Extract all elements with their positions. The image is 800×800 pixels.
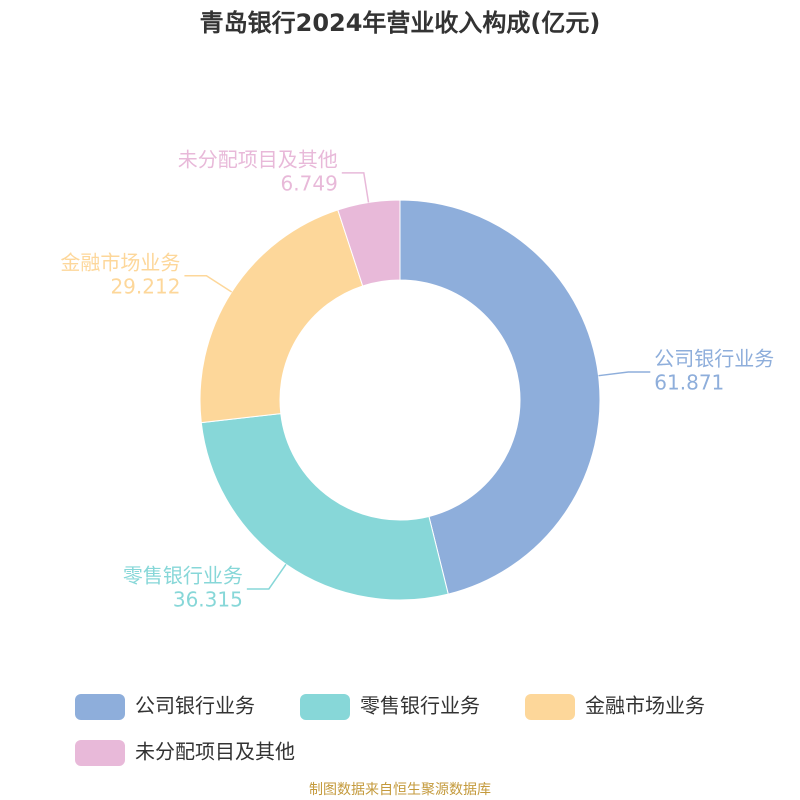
source-note: 制图数据来自恒生聚源数据库	[309, 782, 491, 798]
slice-label: 金融市场业务	[60, 250, 180, 274]
legend-label: 公司银行业务	[135, 694, 255, 718]
donut-slice	[200, 413, 449, 601]
legend-swatch	[300, 694, 350, 720]
leader-line	[341, 172, 370, 203]
slice-label: 未分配项目及其他	[178, 147, 338, 171]
slice-value: 61.871	[654, 371, 724, 395]
legend-label: 未分配项目及其他	[135, 740, 295, 764]
slice-value: 29.212	[110, 274, 180, 298]
legend-swatch	[75, 694, 125, 720]
donut-slice	[399, 199, 601, 595]
donut-slice	[199, 209, 364, 424]
chart-title: 青岛银行2024年营业收入构成(亿元)	[200, 9, 601, 37]
leader-line	[246, 563, 287, 590]
leader-line	[184, 275, 233, 293]
slice-value: 6.749	[281, 171, 338, 195]
leader-line	[598, 371, 651, 377]
slice-value: 36.315	[173, 587, 243, 611]
legend-swatch	[525, 694, 575, 720]
legend-label: 零售银行业务	[360, 694, 480, 718]
donut-slice	[337, 199, 401, 287]
legend-label: 金融市场业务	[585, 694, 705, 718]
slice-label: 公司银行业务	[654, 347, 774, 371]
slice-label: 零售银行业务	[123, 563, 243, 587]
legend-swatch	[75, 740, 125, 766]
